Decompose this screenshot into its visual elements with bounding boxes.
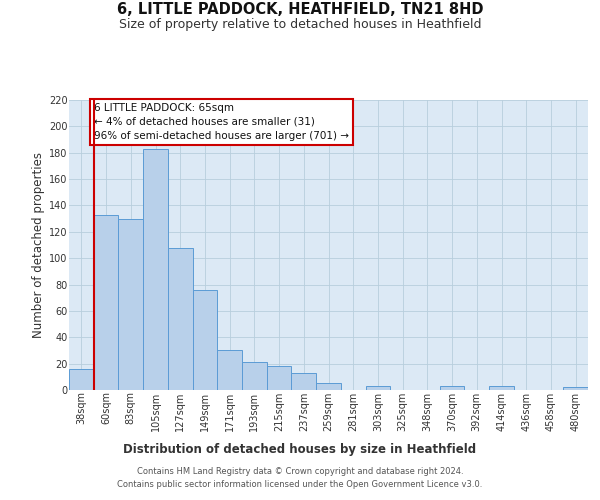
Bar — [118, 218, 143, 390]
Text: Contains public sector information licensed under the Open Government Licence v3: Contains public sector information licen… — [118, 480, 482, 489]
Bar — [217, 350, 242, 390]
Bar — [242, 362, 267, 390]
Bar — [489, 386, 514, 390]
Bar — [143, 149, 168, 390]
Y-axis label: Number of detached properties: Number of detached properties — [32, 152, 45, 338]
Text: Distribution of detached houses by size in Heathfield: Distribution of detached houses by size … — [124, 442, 476, 456]
Bar — [563, 388, 588, 390]
Bar — [193, 290, 217, 390]
Bar — [316, 384, 341, 390]
Bar — [440, 386, 464, 390]
Bar — [94, 214, 118, 390]
Text: Size of property relative to detached houses in Heathfield: Size of property relative to detached ho… — [119, 18, 481, 31]
Bar — [292, 373, 316, 390]
Bar — [168, 248, 193, 390]
Bar — [365, 386, 390, 390]
Bar — [267, 366, 292, 390]
Text: 6, LITTLE PADDOCK, HEATHFIELD, TN21 8HD: 6, LITTLE PADDOCK, HEATHFIELD, TN21 8HD — [117, 2, 483, 18]
Text: 6 LITTLE PADDOCK: 65sqm
← 4% of detached houses are smaller (31)
96% of semi-det: 6 LITTLE PADDOCK: 65sqm ← 4% of detached… — [94, 103, 349, 141]
Bar — [69, 369, 94, 390]
Text: Contains HM Land Registry data © Crown copyright and database right 2024.: Contains HM Land Registry data © Crown c… — [137, 467, 463, 476]
